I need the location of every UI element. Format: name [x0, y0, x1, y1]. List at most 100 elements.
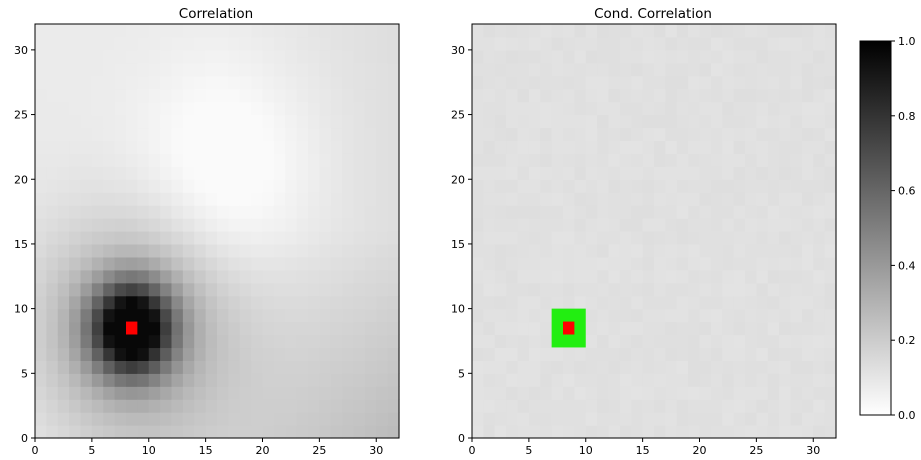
heatmap-cell [80, 49, 93, 64]
heatmap-cell [483, 321, 496, 336]
heatmap-cell [654, 243, 666, 258]
heatmap-cell [239, 179, 252, 193]
heatmap-cell [801, 308, 814, 323]
heatmap-cell [767, 412, 780, 426]
heatmap-cell [597, 243, 610, 258]
heatmap-cell [779, 101, 792, 116]
heatmap-cell [824, 386, 837, 400]
heatmap-cell [376, 205, 389, 219]
heatmap-cell [239, 127, 252, 142]
heatmap-cell [91, 75, 104, 90]
heatmap-cell [824, 101, 837, 116]
heatmap-cell [114, 373, 127, 387]
heatmap-cell [57, 334, 70, 349]
heatmap-cell [91, 321, 104, 336]
heatmap-cell [699, 321, 712, 336]
heatmap-cell [585, 360, 598, 374]
heatmap-cell [779, 88, 792, 103]
heatmap-cell [91, 386, 104, 400]
heatmap-cell [91, 360, 104, 374]
heatmap-cell [319, 412, 332, 426]
heatmap-cell [710, 153, 723, 167]
heatmap-cell [563, 179, 575, 193]
heatmap-cell [205, 114, 218, 129]
heatmap-cell [472, 256, 484, 271]
heatmap-cell [688, 114, 701, 129]
heatmap-cell [353, 360, 366, 374]
heatmap-cell [342, 308, 355, 323]
heatmap-cell [597, 114, 610, 129]
heatmap-cell [722, 140, 735, 154]
heatmap-cell [285, 218, 298, 232]
heatmap-cell [217, 386, 229, 400]
heatmap-cell [745, 36, 757, 51]
heatmap-cell [285, 36, 298, 51]
heatmap-cell [148, 36, 161, 51]
heatmap-cell [126, 412, 138, 426]
heatmap-cell [722, 399, 735, 413]
heatmap-cell [342, 321, 355, 336]
heatmap-cell [69, 49, 82, 64]
heatmap-cell [665, 399, 678, 413]
heatmap-cell [194, 231, 207, 245]
heatmap-cell [813, 75, 826, 90]
heatmap-cell [376, 334, 389, 349]
heatmap-cell [608, 347, 621, 361]
heatmap-cell [160, 127, 173, 142]
heatmap-cell [308, 114, 320, 129]
heatmap-cell [148, 231, 161, 245]
heatmap-cell [35, 373, 47, 387]
heatmap-cell [194, 192, 207, 206]
heatmap-cell [665, 127, 678, 142]
heatmap-cell [745, 347, 757, 361]
x-axis-ticks: 0 5 10 15 20 25 30 [469, 438, 820, 457]
heatmap-cell [710, 75, 723, 90]
heatmap-cell [160, 36, 173, 51]
heatmap-cell [597, 282, 610, 297]
heatmap-cell [756, 256, 769, 271]
heatmap-cell [619, 321, 632, 336]
heatmap-cell [608, 75, 621, 90]
heatmap-cell [330, 347, 343, 361]
heatmap-cell [710, 218, 723, 232]
heatmap-cell [756, 36, 769, 51]
heatmap-cell [528, 243, 541, 258]
heatmap-cell [642, 231, 655, 245]
heatmap-cell [353, 282, 366, 297]
heatmap-cell [46, 425, 59, 439]
heatmap-cell [387, 179, 400, 193]
heatmap-cell [182, 308, 195, 323]
heatmap-cell [251, 295, 264, 310]
heatmap-cell [756, 425, 769, 439]
heatmap-cell [57, 308, 70, 323]
heatmap-cell [296, 36, 309, 51]
heatmap-cell [506, 88, 519, 103]
heatmap-cell [472, 282, 484, 297]
heatmap-cell [353, 269, 366, 284]
y-tick-label: 25 [14, 109, 28, 122]
heatmap-cell [319, 218, 332, 232]
heatmap-cell [91, 295, 104, 310]
heatmap-cell [387, 75, 400, 90]
heatmap-cell [137, 114, 150, 129]
heatmap-cell [296, 269, 309, 284]
heatmap-cell [790, 127, 803, 142]
heatmap-cell [330, 101, 343, 116]
heatmap-cell [642, 295, 655, 310]
heatmap-cell [710, 36, 723, 51]
heatmap-cell [296, 205, 309, 219]
heatmap-cell [46, 231, 59, 245]
heatmap-cell [103, 308, 116, 323]
heatmap-cell [472, 192, 484, 206]
heatmap-cell [665, 24, 678, 38]
heatmap-cell [733, 231, 746, 245]
heatmap-cell [251, 243, 264, 258]
heatmap-cell [46, 269, 59, 284]
heatmap-cell [251, 88, 264, 103]
heatmap-cell [779, 399, 792, 413]
heatmap-cell [745, 399, 757, 413]
heatmap-cell [285, 75, 298, 90]
heatmap-cell [551, 412, 564, 426]
heatmap-cell [262, 218, 275, 232]
